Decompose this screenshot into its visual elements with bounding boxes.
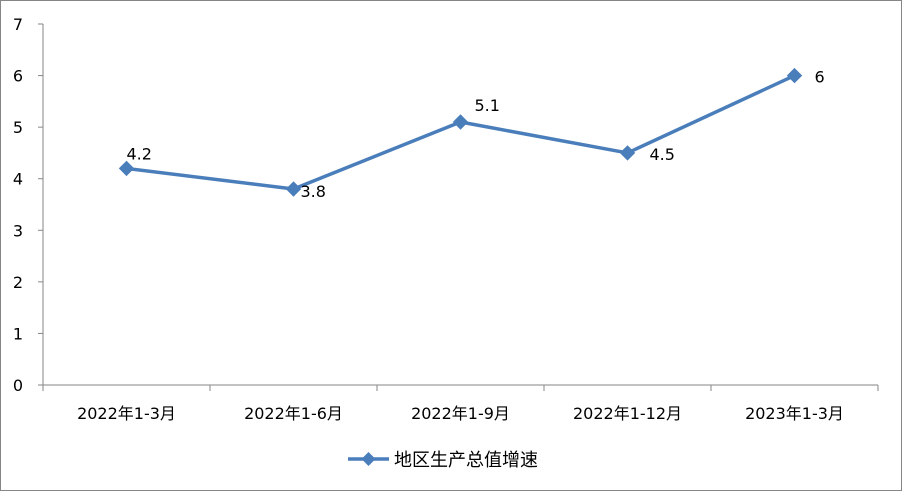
data-point-marker: [786, 67, 803, 84]
x-tick-label: 2023年1-3月: [745, 404, 844, 423]
legend-diamond-icon: [361, 452, 376, 466]
legend: 地区生产总值增速: [348, 450, 538, 471]
data-label: 5.1: [475, 96, 500, 115]
data-label: 6: [815, 68, 825, 87]
x-tick-label: 2022年1-12月: [573, 404, 682, 423]
data-point-marker: [452, 114, 469, 130]
x-tick-label: 2022年1-3月: [77, 404, 176, 423]
x-tick-label: 2022年1-6月: [244, 404, 343, 423]
data-labels: 4.2 3.8 5.1 4.5 6: [127, 68, 825, 201]
data-point-marker: [118, 160, 135, 177]
data-label: 3.8: [301, 182, 326, 201]
x-axis: 2022年1-3月 2022年1-6月 2022年1-9月 2022年1-12月 202…: [42, 384, 879, 423]
data-label: 4.5: [650, 145, 675, 164]
legend-label: 地区生产总值增速: [394, 450, 538, 471]
y-tick-label: 5: [13, 118, 23, 137]
y-tick-label: 0: [13, 376, 23, 395]
data-label: 4.2: [127, 144, 152, 163]
data-point-marker: [619, 145, 636, 161]
x-tick-label: 2022年1-9月: [411, 404, 510, 423]
y-tick-label: 4: [13, 170, 23, 189]
series-line-group: [118, 67, 803, 197]
y-tick-label: 1: [13, 324, 23, 343]
y-tick-label: 3: [13, 221, 23, 240]
y-tick-label: 2: [13, 273, 23, 292]
y-tick-label: 6: [13, 67, 23, 86]
data-point-marker: [285, 181, 302, 197]
y-tick-label: 7: [13, 15, 23, 34]
y-axis: 0 1 2 3 4 5 6 7: [13, 15, 44, 395]
